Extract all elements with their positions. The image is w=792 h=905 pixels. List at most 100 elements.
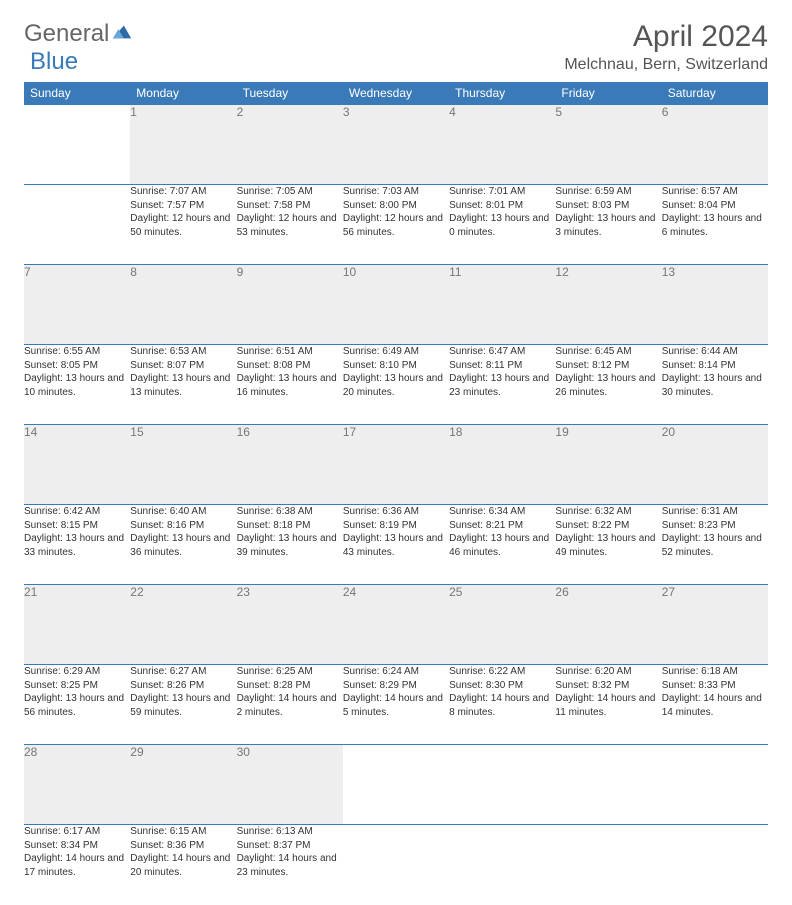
sunset-text: Sunset: 8:33 PM bbox=[662, 679, 768, 693]
day-content-cell bbox=[555, 825, 661, 905]
sunrise-text: Sunrise: 7:05 AM bbox=[237, 185, 343, 199]
sunset-text: Sunset: 8:25 PM bbox=[24, 679, 130, 693]
day-number-cell bbox=[343, 745, 449, 825]
daylight-text: Daylight: 13 hours and 16 minutes. bbox=[237, 372, 343, 399]
daylight-text: Daylight: 13 hours and 13 minutes. bbox=[130, 372, 236, 399]
day-number-row: 78910111213 bbox=[24, 265, 768, 345]
day-content-cell: Sunrise: 6:51 AMSunset: 8:08 PMDaylight:… bbox=[237, 345, 343, 425]
sunrise-text: Sunrise: 6:42 AM bbox=[24, 505, 130, 519]
day-content-cell: Sunrise: 6:57 AMSunset: 8:04 PMDaylight:… bbox=[662, 185, 768, 265]
day-number-cell: 4 bbox=[449, 105, 555, 185]
sunset-text: Sunset: 8:11 PM bbox=[449, 359, 555, 373]
weekday-header: Saturday bbox=[662, 82, 768, 105]
sunset-text: Sunset: 7:57 PM bbox=[130, 199, 236, 213]
day-content-cell: Sunrise: 6:25 AMSunset: 8:28 PMDaylight:… bbox=[237, 665, 343, 745]
day-content-cell: Sunrise: 6:32 AMSunset: 8:22 PMDaylight:… bbox=[555, 505, 661, 585]
sunrise-text: Sunrise: 6:17 AM bbox=[24, 825, 130, 839]
day-number-cell: 10 bbox=[343, 265, 449, 345]
day-content-cell: Sunrise: 6:53 AMSunset: 8:07 PMDaylight:… bbox=[130, 345, 236, 425]
day-content-cell: Sunrise: 7:03 AMSunset: 8:00 PMDaylight:… bbox=[343, 185, 449, 265]
day-content-cell: Sunrise: 6:44 AMSunset: 8:14 PMDaylight:… bbox=[662, 345, 768, 425]
sunrise-text: Sunrise: 6:44 AM bbox=[662, 345, 768, 359]
weekday-header: Sunday bbox=[24, 82, 130, 105]
daylight-text: Daylight: 13 hours and 52 minutes. bbox=[662, 532, 768, 559]
day-number-cell: 27 bbox=[662, 585, 768, 665]
day-number-cell: 12 bbox=[555, 265, 661, 345]
daylight-text: Daylight: 14 hours and 8 minutes. bbox=[449, 692, 555, 719]
day-content-cell: Sunrise: 6:13 AMSunset: 8:37 PMDaylight:… bbox=[237, 825, 343, 905]
sunset-text: Sunset: 8:22 PM bbox=[555, 519, 661, 533]
sunrise-text: Sunrise: 6:18 AM bbox=[662, 665, 768, 679]
sunrise-text: Sunrise: 6:34 AM bbox=[449, 505, 555, 519]
sunset-text: Sunset: 8:01 PM bbox=[449, 199, 555, 213]
day-content-cell: Sunrise: 6:31 AMSunset: 8:23 PMDaylight:… bbox=[662, 505, 768, 585]
day-number-cell: 18 bbox=[449, 425, 555, 505]
day-content-cell bbox=[24, 185, 130, 265]
day-content-cell: Sunrise: 6:38 AMSunset: 8:18 PMDaylight:… bbox=[237, 505, 343, 585]
daylight-text: Daylight: 14 hours and 17 minutes. bbox=[24, 852, 130, 879]
calendar-table: SundayMondayTuesdayWednesdayThursdayFrid… bbox=[24, 82, 768, 905]
sunset-text: Sunset: 8:28 PM bbox=[237, 679, 343, 693]
day-number-row: 14151617181920 bbox=[24, 425, 768, 505]
daylight-text: Daylight: 14 hours and 11 minutes. bbox=[555, 692, 661, 719]
day-number-cell: 26 bbox=[555, 585, 661, 665]
day-number-cell: 6 bbox=[662, 105, 768, 185]
day-content-cell: Sunrise: 6:15 AMSunset: 8:36 PMDaylight:… bbox=[130, 825, 236, 905]
day-number-cell: 29 bbox=[130, 745, 236, 825]
weekday-header: Monday bbox=[130, 82, 236, 105]
sunset-text: Sunset: 7:58 PM bbox=[237, 199, 343, 213]
day-number-row: 21222324252627 bbox=[24, 585, 768, 665]
daylight-text: Daylight: 13 hours and 36 minutes. bbox=[130, 532, 236, 559]
day-number-cell: 24 bbox=[343, 585, 449, 665]
daylight-text: Daylight: 12 hours and 53 minutes. bbox=[237, 212, 343, 239]
daylight-text: Daylight: 13 hours and 33 minutes. bbox=[24, 532, 130, 559]
sunrise-text: Sunrise: 6:15 AM bbox=[130, 825, 236, 839]
day-content-cell: Sunrise: 6:17 AMSunset: 8:34 PMDaylight:… bbox=[24, 825, 130, 905]
daylight-text: Daylight: 13 hours and 23 minutes. bbox=[449, 372, 555, 399]
day-number-cell: 2 bbox=[237, 105, 343, 185]
sunset-text: Sunset: 8:05 PM bbox=[24, 359, 130, 373]
day-content-cell: Sunrise: 6:27 AMSunset: 8:26 PMDaylight:… bbox=[130, 665, 236, 745]
day-number-cell bbox=[555, 745, 661, 825]
day-number-cell: 8 bbox=[130, 265, 236, 345]
day-content-cell: Sunrise: 6:55 AMSunset: 8:05 PMDaylight:… bbox=[24, 345, 130, 425]
sunset-text: Sunset: 8:36 PM bbox=[130, 839, 236, 853]
logo-mark-icon bbox=[111, 20, 133, 42]
sunset-text: Sunset: 8:19 PM bbox=[343, 519, 449, 533]
daylight-text: Daylight: 12 hours and 56 minutes. bbox=[343, 212, 449, 239]
weekday-header: Tuesday bbox=[237, 82, 343, 105]
day-content-cell bbox=[343, 825, 449, 905]
weekday-header: Thursday bbox=[449, 82, 555, 105]
sunset-text: Sunset: 8:16 PM bbox=[130, 519, 236, 533]
day-content-row: Sunrise: 6:17 AMSunset: 8:34 PMDaylight:… bbox=[24, 825, 768, 905]
sunset-text: Sunset: 8:00 PM bbox=[343, 199, 449, 213]
sunset-text: Sunset: 8:26 PM bbox=[130, 679, 236, 693]
sunrise-text: Sunrise: 6:25 AM bbox=[237, 665, 343, 679]
sunset-text: Sunset: 8:34 PM bbox=[24, 839, 130, 853]
day-number-cell: 9 bbox=[237, 265, 343, 345]
daylight-text: Daylight: 13 hours and 30 minutes. bbox=[662, 372, 768, 399]
sunrise-text: Sunrise: 6:29 AM bbox=[24, 665, 130, 679]
day-number-cell bbox=[24, 105, 130, 185]
daylight-text: Daylight: 14 hours and 2 minutes. bbox=[237, 692, 343, 719]
day-number-cell: 30 bbox=[237, 745, 343, 825]
sunrise-text: Sunrise: 7:07 AM bbox=[130, 185, 236, 199]
sunrise-text: Sunrise: 6:13 AM bbox=[237, 825, 343, 839]
sunrise-text: Sunrise: 6:47 AM bbox=[449, 345, 555, 359]
day-content-cell: Sunrise: 6:36 AMSunset: 8:19 PMDaylight:… bbox=[343, 505, 449, 585]
logo: General bbox=[24, 20, 133, 48]
sunset-text: Sunset: 8:14 PM bbox=[662, 359, 768, 373]
sunrise-text: Sunrise: 6:45 AM bbox=[555, 345, 661, 359]
logo-text-blue: Blue bbox=[30, 48, 78, 76]
header: General April 2024 Melchnau, Bern, Switz… bbox=[24, 20, 768, 74]
daylight-text: Daylight: 12 hours and 50 minutes. bbox=[130, 212, 236, 239]
day-content-row: Sunrise: 6:55 AMSunset: 8:05 PMDaylight:… bbox=[24, 345, 768, 425]
daylight-text: Daylight: 13 hours and 26 minutes. bbox=[555, 372, 661, 399]
sunrise-text: Sunrise: 6:57 AM bbox=[662, 185, 768, 199]
daylight-text: Daylight: 14 hours and 14 minutes. bbox=[662, 692, 768, 719]
location-text: Melchnau, Bern, Switzerland bbox=[564, 56, 768, 74]
sunrise-text: Sunrise: 6:27 AM bbox=[130, 665, 236, 679]
sunset-text: Sunset: 8:15 PM bbox=[24, 519, 130, 533]
day-number-cell: 5 bbox=[555, 105, 661, 185]
daylight-text: Daylight: 14 hours and 5 minutes. bbox=[343, 692, 449, 719]
